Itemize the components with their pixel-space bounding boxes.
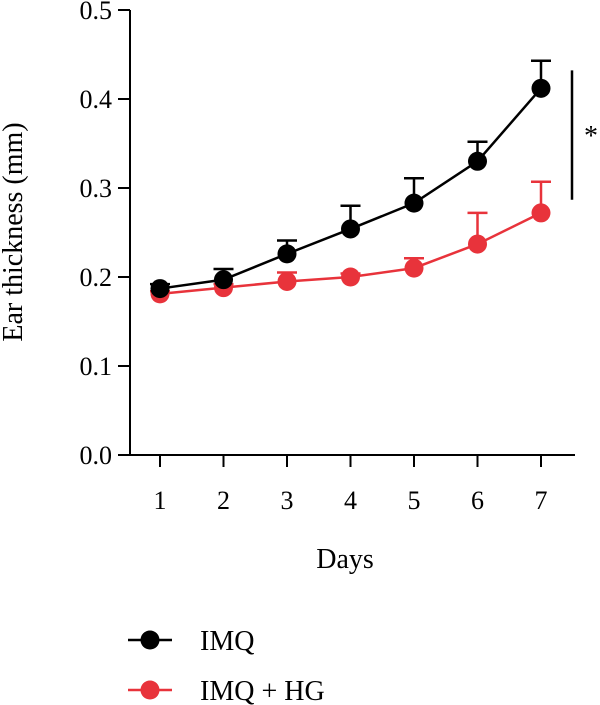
data-point	[468, 234, 487, 254]
series-imq	[150, 59, 551, 299]
y-tick-label: 0.3	[80, 174, 113, 203]
legend-label: IMQ + HG	[200, 676, 325, 705]
series-layer	[150, 59, 551, 304]
y-tick-label: 0.2	[80, 263, 113, 292]
series-line	[159, 87, 542, 290]
y-axis-title: Ear thickness (mm)	[0, 122, 29, 341]
y-tick-label: 0.5	[80, 0, 113, 25]
data-point	[531, 78, 551, 98]
x-tick-label: 1	[154, 486, 167, 515]
data-point	[404, 193, 424, 213]
x-axis: 1 2 3 4 5 6 7	[130, 454, 575, 515]
x-tick-label: 2	[217, 486, 230, 515]
legend-item: IMQ + HG	[128, 676, 325, 705]
y-axis: 0.0 0.1 0.2 0.3 0.4 0.5	[80, 0, 131, 470]
x-tick-label: 7	[535, 486, 548, 515]
data-point	[404, 258, 424, 278]
data-point	[277, 244, 297, 264]
data-point	[150, 279, 170, 299]
legend-marker	[140, 630, 160, 650]
data-point	[468, 151, 487, 171]
data-point	[341, 267, 360, 287]
y-tick-label: 0.4	[80, 85, 113, 114]
legend-marker	[140, 680, 160, 700]
legend: IMQ IMQ + HG	[128, 626, 325, 705]
x-tick-label: 5	[408, 486, 421, 515]
x-tick-label: 4	[344, 486, 357, 515]
x-tick-label: 3	[281, 486, 294, 515]
x-axis-title: Days	[316, 544, 374, 575]
x-tick-label: 6	[471, 486, 484, 515]
data-point	[531, 203, 551, 223]
series-imq-hg	[150, 180, 551, 304]
y-tick-label: 0.1	[80, 352, 113, 381]
data-point	[277, 271, 297, 291]
legend-item: IMQ	[128, 626, 254, 657]
significance-annotation: *	[570, 70, 598, 200]
significance-star: *	[584, 121, 598, 152]
data-point	[341, 219, 360, 239]
y-tick-label: 0.0	[80, 441, 113, 470]
legend-label: IMQ	[200, 626, 254, 657]
data-point	[214, 270, 233, 290]
